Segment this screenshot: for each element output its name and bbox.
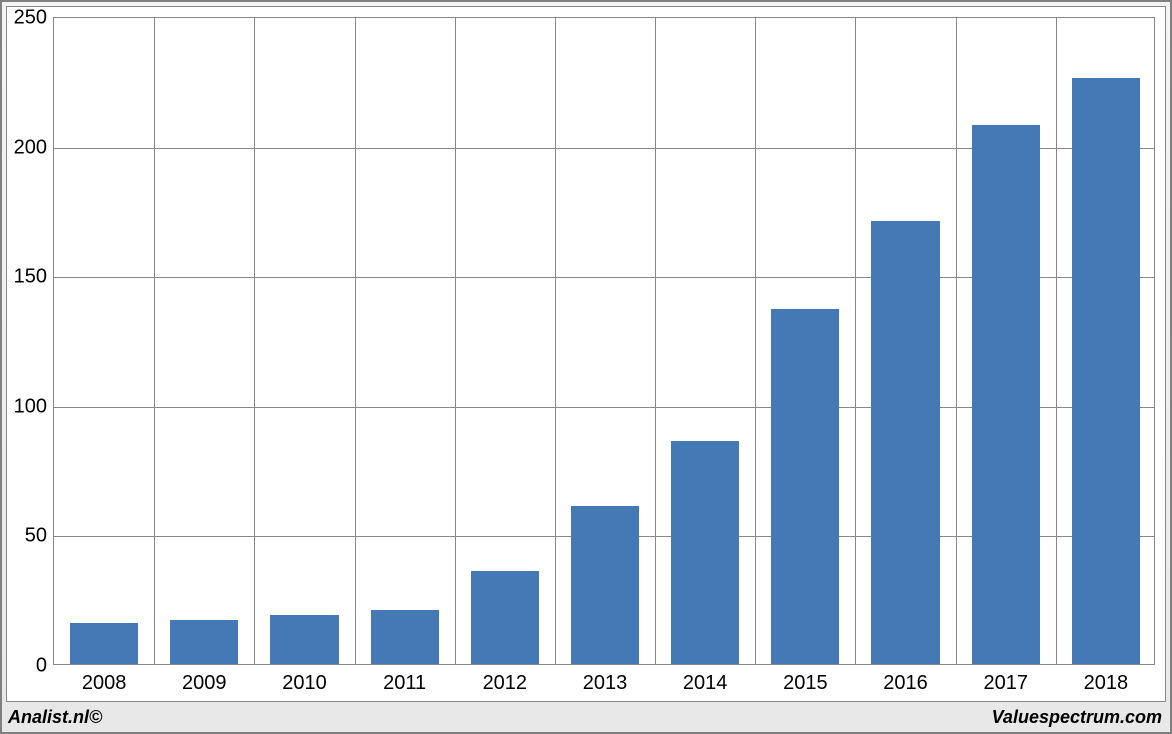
y-tick-label: 200: [7, 136, 47, 159]
y-tick-label: 100: [7, 395, 47, 418]
x-tick-label: 2016: [883, 672, 928, 695]
x-tick-label: 2012: [483, 672, 528, 695]
bar: [771, 309, 839, 664]
x-tick-label: 2011: [383, 672, 426, 695]
x-tick-label: 2009: [182, 672, 227, 695]
x-tick-label: 2010: [282, 672, 327, 695]
gridline-vertical: [755, 18, 756, 664]
footer-right-credit: Valuespectrum.com: [992, 707, 1162, 728]
chart-frame: 0 50 100 150 200 250 2008 2009 2010 2011 2012 2013…: [0, 0, 1172, 734]
gridline-vertical: [956, 18, 957, 664]
bar: [170, 620, 238, 664]
bar: [1072, 78, 1140, 664]
x-tick-label: 2017: [983, 672, 1028, 695]
bar: [871, 221, 939, 664]
gridline-vertical: [855, 18, 856, 664]
y-tick-label: 250: [7, 7, 47, 30]
bar: [270, 615, 338, 664]
gridline-vertical: [655, 18, 656, 664]
gridline-vertical: [455, 18, 456, 664]
bar: [471, 571, 539, 664]
bar: [371, 610, 439, 664]
bar: [671, 441, 739, 664]
x-tick-label: 2008: [82, 672, 127, 695]
gridline-vertical: [154, 18, 155, 664]
footer-left-credit: Analist.nl©: [8, 707, 102, 728]
bar: [972, 125, 1040, 664]
gridline-vertical: [355, 18, 356, 664]
y-tick-label: 50: [7, 525, 47, 548]
x-tick-label: 2013: [583, 672, 628, 695]
x-tick-label: 2018: [1084, 672, 1129, 695]
gridline-vertical: [254, 18, 255, 664]
bar: [70, 623, 138, 664]
x-tick-label: 2015: [783, 672, 828, 695]
y-tick-label: 150: [7, 266, 47, 289]
plot-area: [53, 17, 1155, 665]
gridline-vertical: [555, 18, 556, 664]
bar: [571, 506, 639, 664]
chart-panel: 0 50 100 150 200 250 2008 2009 2010 2011 2012 2013…: [6, 6, 1166, 702]
gridline-vertical: [1056, 18, 1057, 664]
x-tick-label: 2014: [683, 672, 728, 695]
y-tick-label: 0: [7, 655, 47, 678]
